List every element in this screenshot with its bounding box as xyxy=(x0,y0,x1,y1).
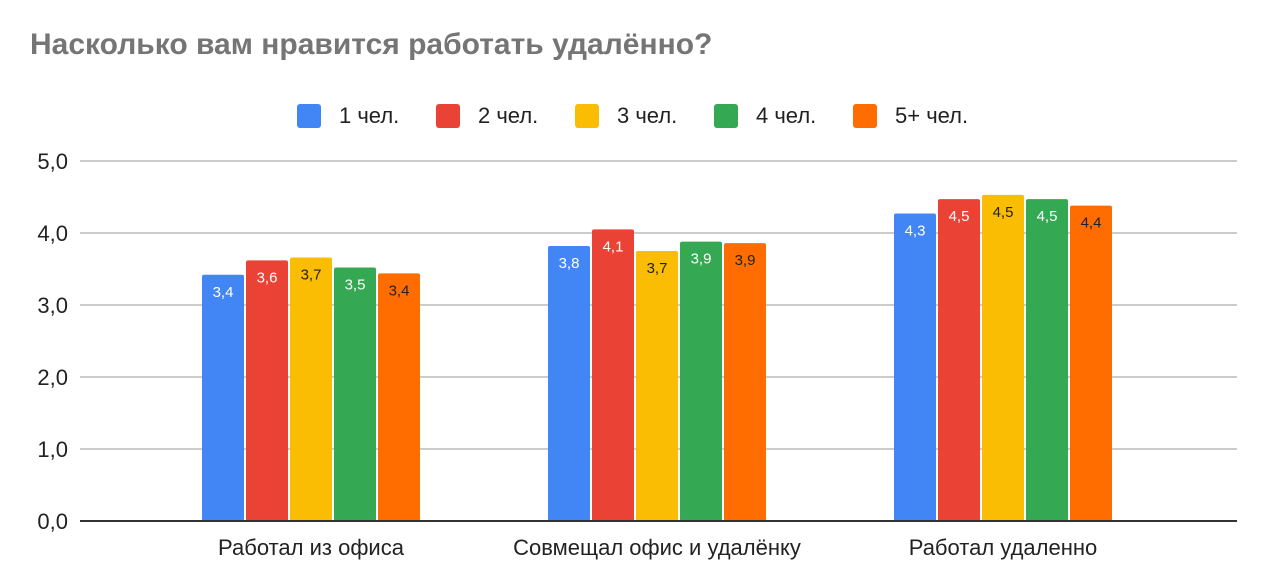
y-tick-label: 1,0 xyxy=(37,437,68,462)
legend-label: 2 чел. xyxy=(478,103,539,128)
data-label: 4,5 xyxy=(993,204,1014,221)
x-tick-label: Работал из офиса xyxy=(218,535,405,560)
y-tick-label: 0,0 xyxy=(37,509,68,534)
bar xyxy=(548,245,590,521)
bar xyxy=(680,241,722,521)
legend-label: 3 чел. xyxy=(617,103,678,128)
bar xyxy=(724,243,766,521)
y-tick-label: 5,0 xyxy=(37,149,68,174)
data-label: 3,8 xyxy=(559,255,580,272)
data-label: 3,4 xyxy=(389,282,410,299)
bar xyxy=(982,194,1024,521)
data-label: 3,4 xyxy=(213,284,234,301)
bar xyxy=(246,260,288,521)
legend-swatch xyxy=(853,104,877,128)
data-label: 3,6 xyxy=(257,269,278,286)
legend-label: 5+ чел. xyxy=(895,103,969,128)
y-tick-label: 4,0 xyxy=(37,221,68,246)
x-tick-label: Работал удаленно xyxy=(909,535,1098,560)
data-label: 4,5 xyxy=(949,208,970,225)
data-label: 4,1 xyxy=(603,238,624,255)
bar xyxy=(290,257,332,521)
legend-item: 1 чел. xyxy=(297,98,399,134)
data-label: 3,7 xyxy=(301,266,322,283)
x-tick-label: Совмещал офис и удалёнку xyxy=(513,535,801,560)
chart-title: Насколько вам нравится работать удалённо… xyxy=(30,28,713,61)
legend-item: 5+ чел. xyxy=(853,98,968,134)
bar xyxy=(894,213,936,521)
data-label: 3,9 xyxy=(735,252,756,269)
legend-swatch xyxy=(436,104,460,128)
y-tick-label: 3,0 xyxy=(37,293,68,318)
data-label: 4,5 xyxy=(1037,208,1058,225)
legend-item: 3 чел. xyxy=(575,98,677,134)
data-label: 3,5 xyxy=(345,277,366,294)
bar xyxy=(334,267,376,521)
data-label: 3,7 xyxy=(647,260,668,277)
legend-label: 1 чел. xyxy=(339,103,400,128)
legend-label: 4 чел. xyxy=(756,103,817,128)
bar xyxy=(1026,199,1068,521)
bar xyxy=(938,199,980,521)
data-label: 4,3 xyxy=(905,223,926,240)
bar xyxy=(636,251,678,521)
bar xyxy=(202,274,244,521)
y-tick-label: 2,0 xyxy=(37,365,68,390)
bar xyxy=(1070,205,1112,521)
bar xyxy=(378,273,420,521)
legend: 1 чел. 2 чел. 3 чел. 4 чел. 5+ чел. xyxy=(0,98,1264,134)
legend-item: 4 чел. xyxy=(714,98,816,134)
bar xyxy=(592,229,634,521)
data-label: 4,4 xyxy=(1081,215,1102,232)
legend-swatch xyxy=(714,104,738,128)
legend-item: 2 чел. xyxy=(436,98,538,134)
data-label: 3,9 xyxy=(691,251,712,268)
legend-swatch xyxy=(297,104,321,128)
legend-swatch xyxy=(575,104,599,128)
